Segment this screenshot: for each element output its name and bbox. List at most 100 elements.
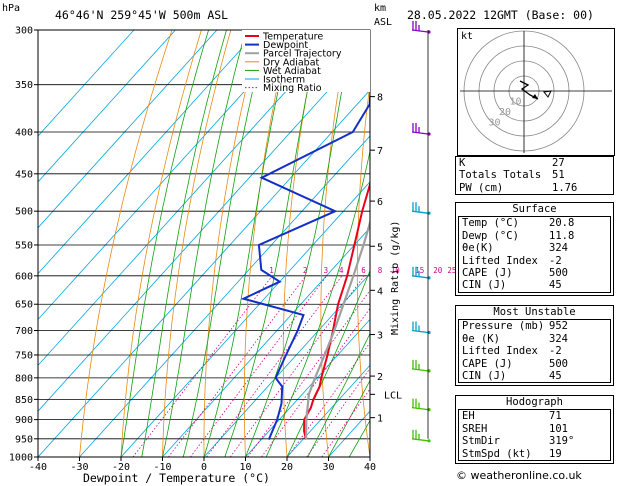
temperature-tick-label: -30 (70, 462, 88, 473)
legend-label: Parcel Trajectory (263, 49, 342, 60)
asl-label: ASL (374, 17, 392, 28)
legend-box (242, 30, 370, 92)
mixing-ratio-label: 25 (447, 266, 456, 275)
isotherm-line (120, 181, 370, 457)
pressure-tick-label: 550 (15, 240, 33, 251)
km-label: km (374, 3, 386, 14)
wind-barb (411, 398, 431, 412)
pressure-tick-label: 850 (15, 395, 33, 406)
indices-table: K 27 Totals Totals 51 PW (cm) 1.76 (455, 156, 614, 196)
isotherm-line (245, 318, 370, 457)
index-key: K (459, 157, 466, 169)
isotherm-line (38, 30, 259, 275)
mixing-ratio-label: 6 (361, 266, 366, 275)
surface-value: 20.8 (549, 217, 575, 230)
hodograph-arrow (532, 94, 538, 99)
surface-row: Lifted Index -2 (459, 255, 610, 267)
mixing-ratio-labels: 1 2 3 4 6 8 10 15 20 25 (269, 266, 456, 275)
wet-adiabat-line (182, 30, 268, 457)
wind-barb (411, 123, 431, 136)
pressure-tick-label: 600 (15, 271, 33, 282)
pressure-axis: 300 350 400 450 500 550 600 650 700 750 800 850 900 9… (9, 26, 38, 464)
index-key: Totals Totals (459, 169, 542, 182)
height-tick-label: 8 (377, 93, 383, 104)
hodo-value: 319° (549, 435, 575, 448)
index-row: Totals Totals 51 (456, 169, 613, 181)
mixing-ratio-label: 20 (433, 266, 443, 275)
temperature-tick-label: 30 (322, 462, 334, 473)
dry-adiabat-line (427, 30, 453, 457)
surface-table: Surface Temp (°C) 20.8 Dewp (°C) 11.8 θe(K) 3… (455, 202, 614, 296)
height-tick-label: 5 (377, 242, 383, 253)
mixing-ratio-axis-label: Mixing Ratio (g/kg) (390, 221, 401, 335)
unstable-row: θe (K) 324 (459, 333, 610, 345)
height-axis: 8 7 6 5 4 3 2 1 LCL (370, 93, 402, 425)
temperature-tick-label: 40 (364, 462, 376, 473)
height-tick-label: 6 (377, 197, 383, 208)
unstable-row: CAPE (J) 500 (459, 358, 610, 370)
mixing-ratio-line (168, 275, 307, 457)
surface-row: θe(K) 324 (459, 242, 610, 254)
dewpoint-profile (240, 85, 370, 440)
unstable-row: Lifted Index -2 (459, 345, 610, 357)
unstable-row: Pressure (mb) 952 (459, 320, 610, 332)
surface-value: 45 (549, 279, 562, 292)
isotherm-line (38, 30, 301, 321)
hodograph-trace (519, 80, 539, 100)
temperature-tick-label: 20 (281, 462, 293, 473)
isotherm-line (38, 30, 135, 137)
hodo-key: SREH (462, 422, 488, 435)
index-row: PW (cm) 1.76 (456, 182, 613, 194)
index-value: 51 (552, 169, 565, 182)
unstable-key: CIN (J) (462, 369, 507, 382)
dry-adiabat-line (356, 80, 370, 457)
temperature-tick-label: -40 (29, 462, 47, 473)
hodograph-ring-label: 30 (489, 118, 501, 129)
pressure-tick-label: 500 (15, 207, 33, 218)
isotherm-line (79, 135, 370, 457)
mixing-ratio-line (206, 275, 343, 457)
surface-row: CIN (J) 45 (459, 279, 610, 291)
temperature-axis: -40 -30 -20 -10 0 10 20 30 40 (29, 457, 376, 473)
hodograph: kt 10 20 30 (457, 28, 615, 156)
hodograph-ring-label: 10 (510, 97, 522, 108)
mixing-ratio-label: 1 (269, 266, 274, 275)
pressure-tick-label: 450 (15, 169, 33, 180)
pressure-tick-label: 650 (15, 300, 33, 311)
hpa-label: hPa (2, 3, 20, 14)
isotherm-line (38, 30, 218, 229)
surface-key: CIN (J) (462, 279, 507, 292)
hodo-value: 71 (549, 410, 562, 423)
credit: © weatheronline.co.uk (456, 469, 582, 482)
unstable-row: CIN (J) 45 (459, 370, 610, 382)
wet-adiabat-line (141, 30, 227, 457)
unstable-key: Pressure (mb) (462, 320, 545, 333)
isotherm-line (203, 272, 370, 457)
mixing-ratio-label: 4 (339, 266, 344, 275)
temperature-profile (303, 180, 370, 440)
height-tick-label: 3 (377, 331, 383, 342)
most-unstable-title: Most Unstable (493, 306, 576, 318)
temperature-tick-label: 10 (239, 462, 251, 473)
height-tick-label: 2 (377, 372, 383, 383)
pressure-tick-label: 800 (15, 373, 33, 384)
wet-adiabat-line (245, 30, 354, 457)
hodo-row: StmSpd (kt) 19 (459, 448, 610, 460)
mixing-ratio-line (261, 307, 370, 457)
unstable-key: θe (K) (462, 332, 500, 345)
pressure-tick-label: 350 (15, 80, 33, 91)
hodo-key: EH (462, 410, 475, 423)
wet-adiabat-line (203, 30, 292, 457)
legend-label: Mixing Ratio (263, 83, 322, 94)
dry-adiabat-line (282, 30, 320, 457)
hodograph-table: Hodograph EH 71 SREH 101 StmDir 319° StmSpd (k… (455, 395, 614, 464)
surface-row: Temp (°C) 20.8 (459, 217, 610, 229)
surface-value: 11.8 (549, 229, 575, 242)
wind-barb (411, 21, 431, 34)
temperature-tick-label: -10 (153, 462, 171, 473)
mixing-ratio-label: 3 (324, 266, 329, 275)
wind-barbs (411, 21, 431, 443)
dry-adiabat-line (613, 30, 629, 457)
isotherm-line (38, 30, 176, 183)
